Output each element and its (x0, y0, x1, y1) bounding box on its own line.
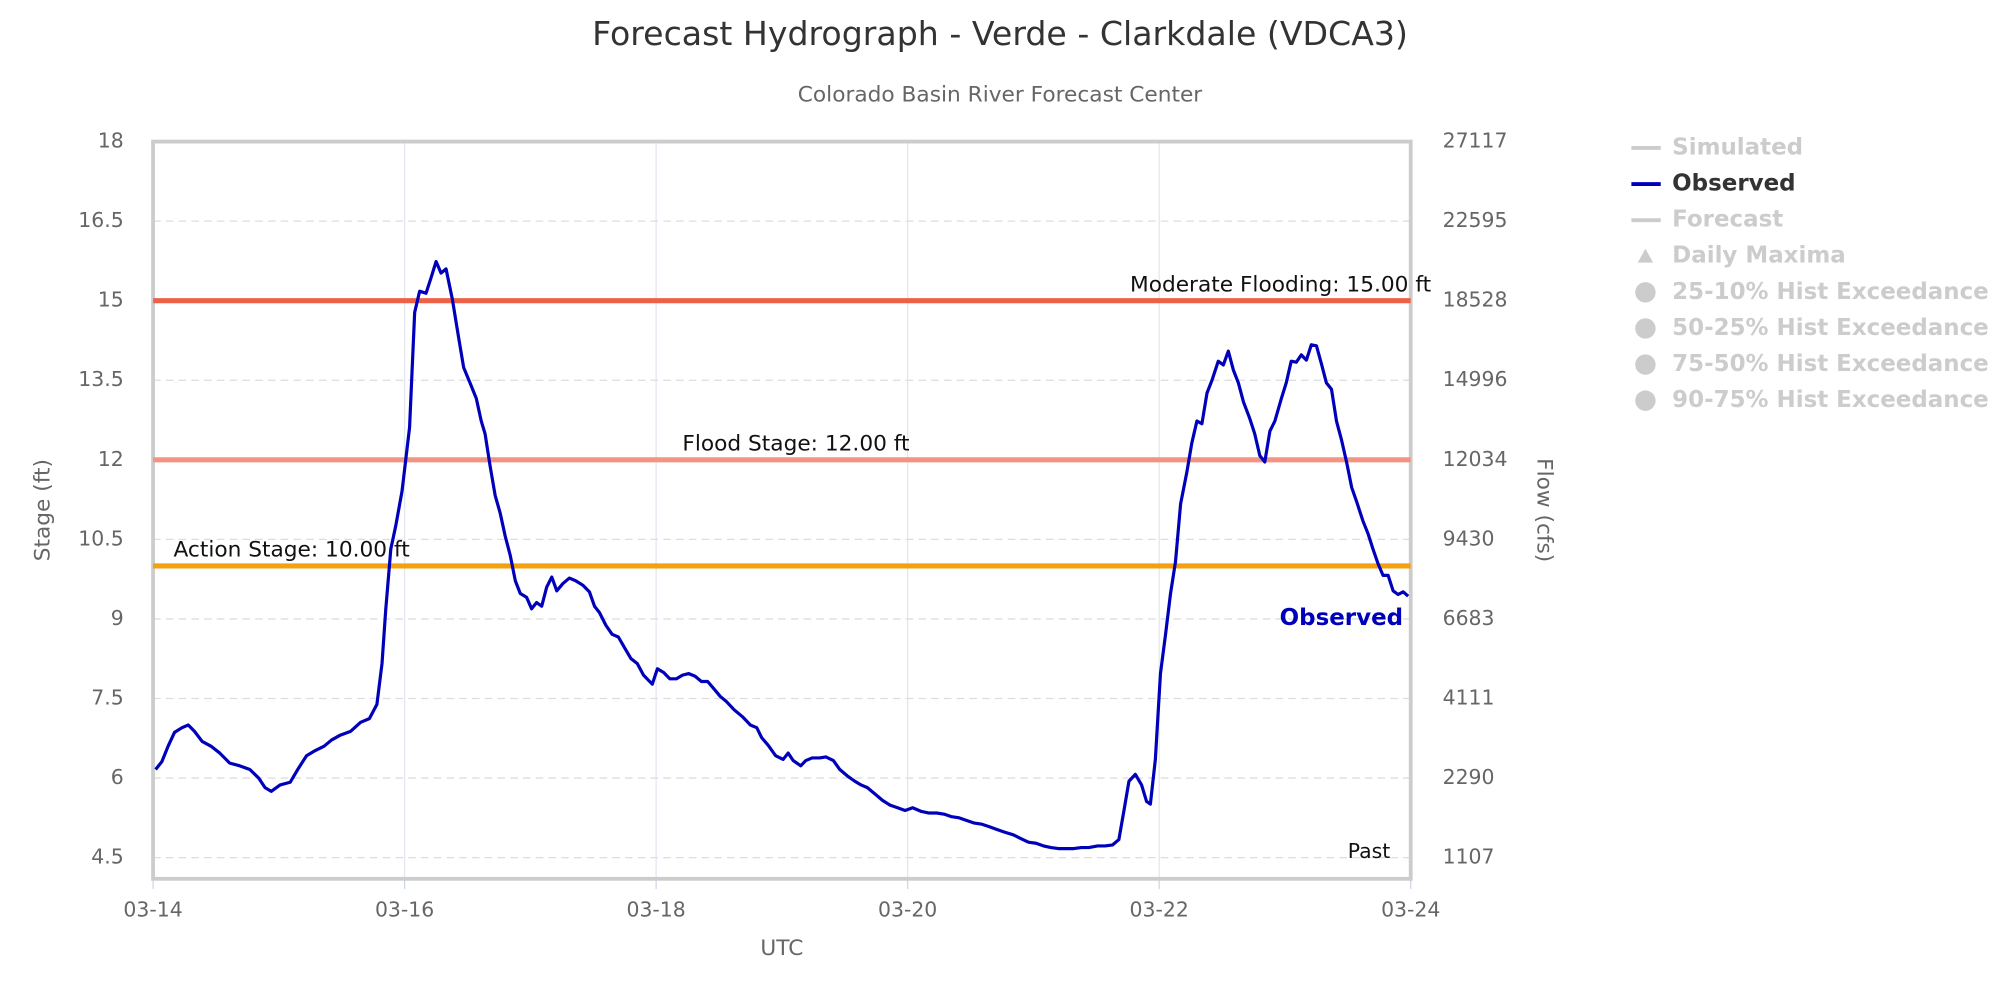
y-axis-label: Stage (ft) (30, 459, 55, 561)
y2-tick-label: 22595 (1443, 208, 1508, 232)
y-tick-label: 12 (98, 447, 124, 471)
threshold-label: Action Stage: 10.00 ft (173, 538, 409, 563)
legend-label: 50-25% Hist Exceedance (1672, 315, 1989, 341)
x-axis-label: UTC (760, 936, 803, 961)
legend-symbol (1635, 282, 1656, 303)
legend-label: Observed (1672, 171, 1795, 197)
y-tick-label: 4.5 (91, 845, 123, 869)
x-tick-label: 03-22 (1130, 898, 1189, 922)
y-tick-label: 13.5 (78, 367, 123, 391)
y2-tick-label: 2290 (1443, 765, 1495, 789)
legend-label: 25-10% Hist Exceedance (1672, 279, 1989, 305)
legend-label: 90-75% Hist Exceedance (1672, 387, 1989, 413)
x-tick-label: 03-16 (375, 898, 434, 922)
y2-tick-label: 6683 (1443, 606, 1495, 630)
chart-title: Forecast Hydrograph - Verde - Clarkdale … (592, 14, 1408, 53)
series-end-label: Observed (1280, 605, 1403, 631)
y2-tick-label: 1107 (1443, 845, 1495, 869)
plot-border (151, 139, 1413, 881)
y-tick-label: 7.5 (91, 685, 123, 709)
y-tick-label: 9 (111, 606, 124, 630)
annotation: Past (1348, 839, 1391, 863)
y2-tick-label: 12034 (1443, 447, 1508, 471)
legend-label: Forecast (1672, 207, 1783, 233)
y-tick-label: 6 (111, 765, 124, 789)
y-tick-label: 18 (98, 129, 124, 153)
y2-tick-label: 14996 (1443, 367, 1508, 391)
x-tick-label: 03-18 (626, 898, 685, 922)
y2-tick-label: 4111 (1443, 685, 1495, 709)
y2-tick-label: 27117 (1443, 129, 1508, 153)
y2-axis-label: Flow (cfs) (1531, 458, 1556, 562)
legend-label: Daily Maxima (1672, 243, 1846, 269)
legend-symbol (1635, 354, 1656, 375)
y-tick-label: 10.5 (78, 526, 123, 550)
threshold-label: Flood Stage: 12.00 ft (682, 432, 909, 457)
y-tick-label: 16.5 (78, 208, 123, 232)
chart-subtitle: Colorado Basin River Forecast Center (798, 83, 1203, 108)
x-tick-label: 03-14 (123, 898, 182, 922)
legend-label: 75-50% Hist Exceedance (1672, 351, 1989, 377)
threshold-label: Moderate Flooding: 15.00 ft (1130, 272, 1431, 297)
y2-tick-label: 18528 (1443, 288, 1508, 312)
legend-symbol (1637, 248, 1654, 263)
series-line (154, 259, 1410, 851)
x-tick-label: 03-24 (1381, 898, 1440, 922)
legend-label: Simulated (1672, 134, 1803, 160)
y-tick-label: 15 (98, 288, 124, 312)
x-tick-label: 03-20 (878, 898, 937, 922)
legend-symbol (1635, 390, 1656, 411)
y2-tick-label: 9430 (1443, 526, 1495, 550)
legend-symbol (1635, 318, 1656, 339)
